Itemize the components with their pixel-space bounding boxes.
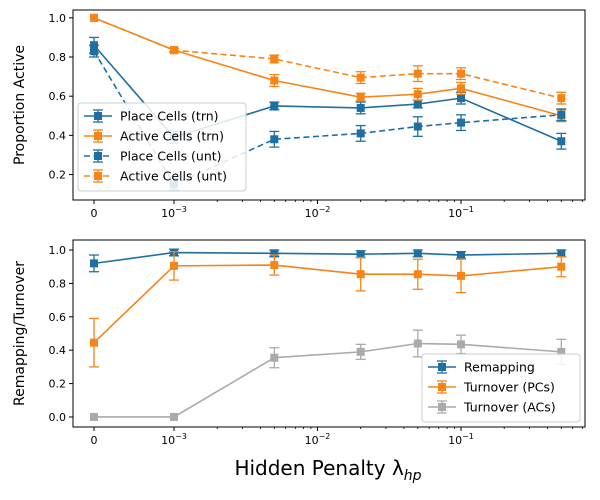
legend-box (77, 102, 247, 192)
data-point (557, 110, 566, 119)
data-point (356, 93, 365, 102)
x-tick-label: 10−1 (448, 432, 474, 447)
y-tick-label: 0.8 (49, 51, 67, 64)
legend-label: Active Cells (trn) (120, 129, 224, 144)
x-tick-label: 0 (91, 207, 98, 220)
data-point (457, 84, 465, 93)
data-point (356, 103, 365, 112)
y-axis-label: Proportion Active (12, 45, 28, 165)
data-point (270, 135, 279, 144)
y-tick-label: 1.0 (49, 12, 67, 25)
data-point (457, 340, 465, 349)
data-point (90, 338, 98, 347)
data-point (557, 347, 566, 356)
y-tick-label: 0.6 (49, 90, 67, 103)
x-tick-label: 10−3 (161, 205, 187, 220)
data-point (557, 249, 566, 258)
y-tick-label: 0.0 (49, 411, 67, 424)
y-axis-label: Remapping/Turnover (12, 261, 28, 406)
x-tick-label: 10−3 (161, 432, 187, 447)
legend-label: Place Cells (trn) (120, 109, 219, 124)
x-axis-label: Hidden Penalty λhp (234, 456, 421, 484)
data-point (170, 261, 178, 270)
data-point (270, 76, 279, 85)
data-point (457, 118, 465, 127)
legend-marker (94, 112, 102, 120)
legend-marker (94, 172, 102, 180)
legend-label: Active Cells (unt) (120, 169, 227, 184)
data-point (457, 251, 465, 260)
data-point (270, 54, 279, 63)
y-tick-label: 0.6 (49, 311, 67, 324)
data-point (413, 122, 422, 131)
bottom-panel: 0.0 0.2 0.4 0.6 0.8 1.0 0 10−3 10−2 10−1 Remapping… (12, 239, 586, 447)
series-line (93, 251, 562, 265)
series-line (93, 264, 562, 344)
data-point (90, 47, 98, 56)
data-point (356, 129, 365, 138)
x-tick-label: 10−2 (305, 205, 331, 220)
data-point (90, 412, 98, 421)
data-point (270, 101, 279, 110)
y-tick-label: 0.2 (49, 169, 67, 182)
data-point (170, 46, 178, 55)
data-point (413, 90, 422, 99)
data-point (413, 69, 422, 78)
legend-label: Remapping (464, 360, 535, 375)
data-point (356, 270, 365, 279)
x-tick-label: 0 (91, 434, 98, 447)
data-point (413, 249, 422, 258)
data-point (557, 262, 566, 271)
y-tick-label: 0.4 (49, 344, 67, 357)
data-point (90, 13, 98, 22)
data-point (356, 347, 365, 356)
series-line (93, 17, 562, 117)
plot-frame (72, 9, 586, 201)
y-tick-label: 0.4 (49, 129, 67, 142)
data-point (270, 261, 279, 270)
y-tick-label: 1.0 (49, 244, 67, 257)
data-point (457, 94, 465, 103)
plot-frame (72, 239, 586, 428)
legend-label: Turnover (PCs) (463, 380, 555, 395)
x-tick-label: 10−1 (448, 205, 474, 220)
legend-marker (94, 132, 102, 140)
data-point (270, 353, 279, 362)
legend-label: Place Cells (unt) (120, 149, 222, 164)
x-tick-label: 10−2 (305, 432, 331, 447)
data-point (413, 100, 422, 109)
y-tick-label: 0.8 (49, 277, 67, 290)
data-point (356, 250, 365, 259)
top-panel: 0.2 0.4 0.6 0.8 1.0 0 10−3 10−2 10−1 Proportion A… (12, 9, 586, 220)
legend-label: Turnover (ACs) (463, 400, 556, 415)
legend-marker (94, 152, 102, 160)
data-point (557, 94, 566, 103)
legend-marker (438, 403, 446, 411)
data-point (457, 69, 465, 78)
data-point (413, 270, 422, 279)
legend-marker (438, 363, 446, 371)
data-point (90, 259, 98, 268)
legend-marker (438, 383, 446, 391)
legend: Place Cells (trn) Active Cells (trn) Place… (77, 102, 247, 192)
data-point (457, 271, 465, 280)
series-line (93, 17, 562, 99)
data-point (170, 412, 178, 421)
data-point (270, 249, 279, 258)
data-point (557, 137, 566, 146)
data-point (413, 339, 422, 348)
y-tick-label: 0.2 (49, 378, 67, 391)
data-point (356, 73, 365, 82)
legend: Remapping Turnover (PCs) Turnover (ACs) (421, 353, 581, 423)
legend-box (421, 353, 581, 423)
